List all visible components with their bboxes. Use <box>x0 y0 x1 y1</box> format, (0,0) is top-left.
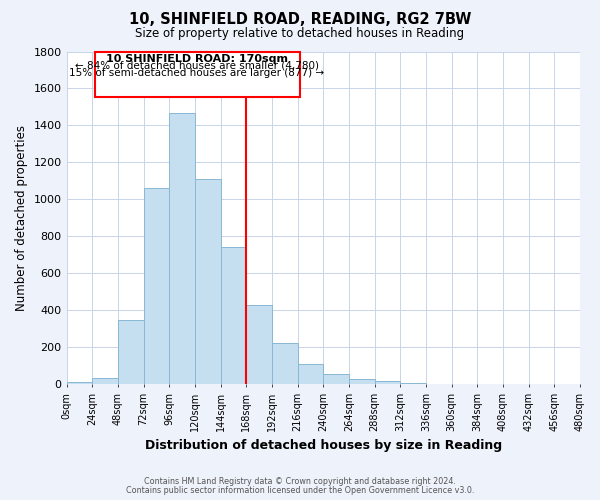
Text: 10, SHINFIELD ROAD, READING, RG2 7BW: 10, SHINFIELD ROAD, READING, RG2 7BW <box>129 12 471 28</box>
Bar <box>118 320 143 384</box>
Bar <box>169 112 195 384</box>
Bar <box>349 378 374 384</box>
Bar <box>195 179 221 384</box>
Bar <box>246 305 272 384</box>
Bar <box>143 188 169 384</box>
Bar <box>92 378 118 384</box>
Text: Size of property relative to detached houses in Reading: Size of property relative to detached ho… <box>136 28 464 40</box>
Text: 15% of semi-detached houses are larger (877) →: 15% of semi-detached houses are larger (… <box>70 68 325 78</box>
Bar <box>272 342 298 384</box>
Text: ← 84% of detached houses are smaller (4,780): ← 84% of detached houses are smaller (4,… <box>75 60 319 70</box>
Bar <box>221 248 246 384</box>
Y-axis label: Number of detached properties: Number of detached properties <box>15 125 28 311</box>
Bar <box>323 374 349 384</box>
X-axis label: Distribution of detached houses by size in Reading: Distribution of detached houses by size … <box>145 440 502 452</box>
Bar <box>67 382 92 384</box>
Text: Contains public sector information licensed under the Open Government Licence v3: Contains public sector information licen… <box>126 486 474 495</box>
Bar <box>298 364 323 384</box>
Bar <box>374 380 400 384</box>
Text: Contains HM Land Registry data © Crown copyright and database right 2024.: Contains HM Land Registry data © Crown c… <box>144 477 456 486</box>
FancyBboxPatch shape <box>95 52 300 97</box>
Text: 10 SHINFIELD ROAD: 170sqm: 10 SHINFIELD ROAD: 170sqm <box>106 54 288 64</box>
